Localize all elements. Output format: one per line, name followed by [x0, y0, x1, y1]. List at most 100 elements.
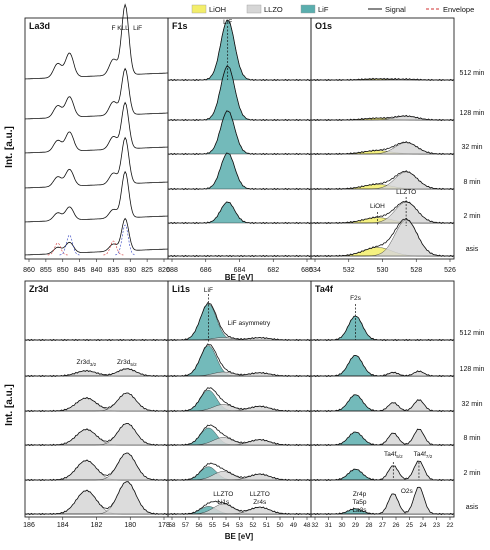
legend-swatch-lioh — [191, 4, 207, 14]
ta4f-32-min-ta4f72-component — [311, 399, 454, 412]
li1s-32-min-lif-component — [168, 390, 311, 412]
o1s-8-min-signal-line — [310, 170, 455, 191]
legend-label-envelope: Envelope — [443, 5, 474, 14]
x-tick-label: 680 — [301, 267, 313, 274]
x-tick-label: 835 — [108, 267, 120, 274]
ta4f-512-min-signal-line — [310, 315, 455, 342]
x-tick-label: 31 — [325, 522, 332, 529]
x-tick-label: 830 — [124, 267, 136, 274]
ta4f-8-min-signal-line — [310, 428, 455, 447]
legend: LiOH LLZO LiF Signal Envelope — [191, 4, 474, 14]
panel-zr3d: Zr3d 186 184 182 180 178 Zr3d3/2 Zr3d5/2 — [23, 280, 170, 529]
x-tick-label: 182 — [91, 522, 103, 529]
legend-label-signal: Signal — [385, 5, 406, 14]
condition-label-bottom: 32 min — [461, 401, 482, 408]
o1s-128-min-signal-line — [310, 114, 455, 122]
panel-f1s: F1s 688 686 684 682 680 LiF — [166, 17, 313, 274]
ta4f-8-min-f2s-component — [311, 431, 454, 446]
li1s-annotation-lif: LiF — [204, 287, 213, 294]
panel-title: Li1s — [172, 284, 190, 294]
panel-title: F1s — [172, 21, 188, 31]
x-tick-label: 845 — [74, 267, 86, 274]
condition-label-top: 128 min — [460, 110, 485, 117]
x-tick-label: 684 — [234, 267, 246, 274]
condition-label-bottom: 8 min — [463, 435, 480, 442]
ta4f-annotation-ta5p: Ta5p — [352, 499, 366, 506]
la3d-fit-component — [103, 240, 124, 256]
x-tick-label: 532 — [343, 267, 355, 274]
o1s-annotation-llzto: LLZTO — [396, 189, 416, 196]
la3d-signal-128-min — [24, 67, 168, 120]
x-tick-label: 55 — [209, 522, 216, 529]
x-tick-label: 534 — [309, 267, 321, 274]
f1s-asis-signal-line — [167, 254, 312, 258]
ta4f-512-min-f2s-component — [311, 315, 454, 341]
zr3d-asis-signal-line — [24, 481, 169, 516]
f1s-8-min-lif-component — [168, 152, 311, 190]
o1s-annotation-lioh: LiOH — [370, 203, 385, 210]
ta4f-32-min-f2s-component — [311, 394, 454, 412]
li1s-512-min-signal-line — [167, 302, 312, 342]
x-tick-label: 32 — [312, 522, 319, 529]
panel-title: La3d — [29, 21, 50, 31]
panel-title: O1s — [315, 21, 332, 31]
x-tick-label: 178 — [158, 522, 170, 529]
ta4f-2-min-signal-line — [310, 460, 455, 482]
li1s-annotation-llzto: LLZTO — [213, 491, 233, 498]
ta4f-annotation-f2s: F2s — [350, 295, 362, 302]
li1s-128-min-signal-line — [167, 343, 312, 378]
x-tick-label: 825 — [141, 267, 153, 274]
condition-label-top: 512 min — [460, 70, 485, 77]
zr3d-128-min-signal-line — [24, 368, 169, 378]
f1s-8-min-signal-line — [167, 152, 312, 191]
panel-frame — [24, 17, 169, 260]
ta4f-annotation-72: Ta4f7/2 — [414, 451, 433, 459]
panel-frame — [24, 280, 169, 518]
o1s-2-min-signal-line — [310, 200, 455, 225]
li1s-annotation-llzto-2: LLZTO — [250, 491, 270, 498]
x-tick-label: 840 — [91, 267, 103, 274]
x-tick-label: 860 — [23, 267, 35, 274]
ta4f-2-min-ta4f52-component — [311, 465, 454, 481]
x-tick-label: 528 — [410, 267, 422, 274]
li1s-annotation-zr4s: Zr4s — [253, 499, 267, 506]
x-tick-label: 52 — [250, 522, 257, 529]
x-tick-label: 23 — [433, 522, 440, 529]
li1s-2-min-signal-line — [167, 462, 312, 482]
legend-label-lif: LiF — [318, 5, 329, 14]
zr3d-2-min-signal-line — [24, 452, 169, 482]
x-tick-label: 54 — [223, 522, 230, 529]
zr3d-annotation-32: Zr3d3/2 — [77, 359, 97, 367]
x-tick-label: 48 — [304, 522, 311, 529]
x-tick-label: 688 — [166, 267, 178, 274]
ta4f-8-min-ta4f72-component — [311, 428, 454, 446]
y-axis-label-top: Int. [a.u.] — [4, 126, 15, 168]
x-tick-label: 850 — [57, 267, 69, 274]
la3d-annotation-fkll: F KLL — [111, 25, 129, 32]
la3d-signal-8-min — [24, 136, 169, 189]
panel-o1s: O1s 534 532 530 528 526 512 min 128 min 32 min 8 … — [309, 17, 485, 274]
x-tick-label: 29 — [352, 522, 359, 529]
ta4f-128-min-ta4f72-component — [311, 370, 454, 377]
ta4f-asis-ta4f72-component — [311, 486, 454, 515]
li1s-32-min-signal-line — [167, 387, 312, 413]
x-tick-label: 30 — [339, 522, 346, 529]
condition-label-top: 8 min — [463, 179, 480, 186]
f1s-annotation-lif: LiF — [223, 19, 232, 26]
ta4f-annotation-52: Ta4f5/2 — [384, 451, 403, 459]
ta4f-8-min-ta4f52-component — [311, 432, 454, 446]
x-tick-label: 26 — [393, 522, 400, 529]
zr3d-8-min-signal-line — [24, 423, 169, 447]
condition-label-bottom: 512 min — [460, 330, 485, 337]
la3d-signal-32-min — [24, 101, 169, 154]
o1s-512-min-signal-line — [310, 77, 455, 82]
f1s-512-min-signal-line — [167, 19, 312, 82]
y-axis-label-bottom: Int. [a.u.] — [4, 384, 15, 426]
ta4f-asis-ta4f52-component — [311, 493, 454, 515]
panel-title: Zr3d — [29, 284, 49, 294]
x-axis-label-top: BE [eV] — [225, 273, 254, 282]
condition-label-top: 32 min — [461, 144, 482, 151]
panel-frame — [310, 280, 455, 518]
